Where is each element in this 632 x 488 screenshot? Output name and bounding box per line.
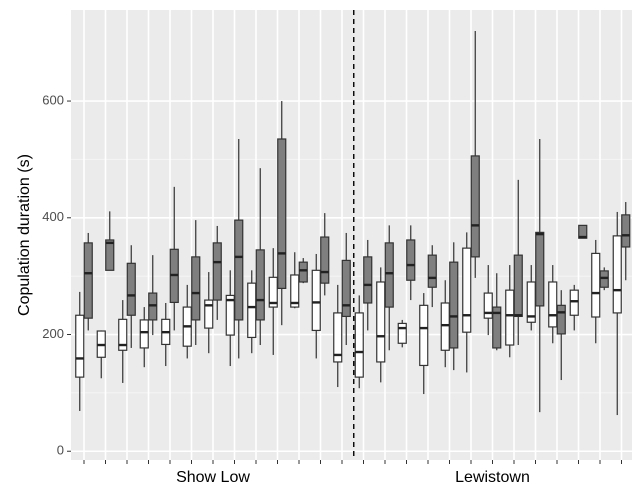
x-group-label: Lewistown xyxy=(455,469,530,486)
box xyxy=(83,242,93,319)
box xyxy=(591,252,601,318)
box xyxy=(548,281,558,328)
box xyxy=(449,261,459,349)
box xyxy=(535,231,545,307)
box xyxy=(470,155,480,258)
box xyxy=(277,138,287,290)
box xyxy=(376,281,386,363)
box xyxy=(234,219,244,321)
box xyxy=(191,256,201,321)
box xyxy=(440,302,450,351)
box xyxy=(462,247,472,333)
box xyxy=(105,239,115,271)
box xyxy=(320,236,330,284)
box xyxy=(363,256,373,304)
box xyxy=(333,312,343,363)
y-tick-label: 600 xyxy=(42,92,64,107)
box xyxy=(298,261,308,283)
box xyxy=(311,269,321,332)
box xyxy=(556,304,566,335)
box xyxy=(126,262,136,316)
box xyxy=(384,242,394,308)
box xyxy=(290,274,300,308)
box xyxy=(247,282,257,339)
box xyxy=(255,249,265,321)
box xyxy=(621,214,631,248)
box xyxy=(505,289,515,346)
y-tick-label: 0 xyxy=(57,443,64,458)
box xyxy=(212,242,222,301)
box xyxy=(204,299,214,329)
box xyxy=(419,304,429,367)
box xyxy=(139,319,149,349)
box xyxy=(354,312,364,378)
y-tick-label: 400 xyxy=(42,209,64,224)
box xyxy=(406,239,416,281)
box xyxy=(397,322,407,344)
box xyxy=(427,254,437,288)
box xyxy=(118,318,128,351)
box xyxy=(513,254,523,318)
box xyxy=(75,314,85,378)
box xyxy=(225,294,235,336)
x-group-label: Show Low xyxy=(176,469,250,486)
y-axis-title: Copulation duration (s) xyxy=(16,154,33,316)
box xyxy=(492,306,502,349)
box xyxy=(612,235,622,314)
box xyxy=(268,276,278,308)
y-tick-label: 200 xyxy=(42,326,64,341)
box xyxy=(341,259,351,318)
box xyxy=(483,292,493,319)
box xyxy=(569,289,579,316)
